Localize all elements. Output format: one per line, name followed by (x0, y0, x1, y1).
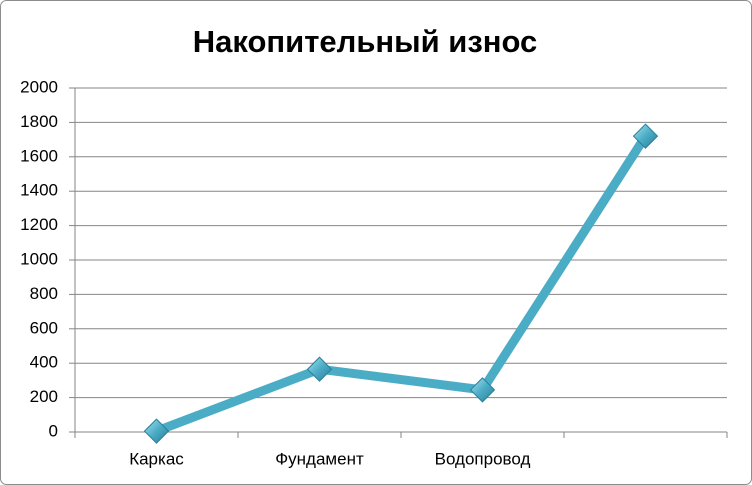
y-tick-label: 1600 (20, 146, 58, 165)
marker (469, 377, 496, 403)
y-tick-label: 1000 (20, 249, 58, 268)
y-tick-label: 1800 (20, 112, 58, 131)
x-tick-label: Фундамент (275, 449, 364, 468)
y-tick-label: 200 (30, 387, 58, 406)
y-tick-label: 400 (30, 353, 58, 372)
y-tick-label: 600 (30, 318, 58, 337)
marker (632, 123, 659, 149)
y-tick-label: 800 (30, 284, 58, 303)
y-tick-label: 2000 (20, 77, 58, 96)
x-tick-label: Каркас (129, 449, 184, 468)
line (154, 133, 650, 436)
y-tick-label: 1200 (20, 215, 58, 234)
marker (306, 356, 333, 382)
x-tick-label: Водопровод (435, 449, 531, 468)
y-tick-label: 1400 (20, 181, 58, 200)
marker (143, 418, 170, 444)
y-tick-label: 0 (49, 421, 58, 440)
chart-title: Накопительный износ (193, 24, 537, 59)
